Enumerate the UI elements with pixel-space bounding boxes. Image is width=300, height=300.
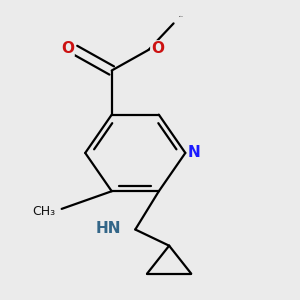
Text: HN: HN <box>96 220 121 236</box>
Text: O: O <box>61 41 74 56</box>
Text: CH₃: CH₃ <box>33 205 56 218</box>
Text: O: O <box>151 41 164 56</box>
Text: methyl: methyl <box>178 15 183 17</box>
Text: N: N <box>188 146 200 160</box>
